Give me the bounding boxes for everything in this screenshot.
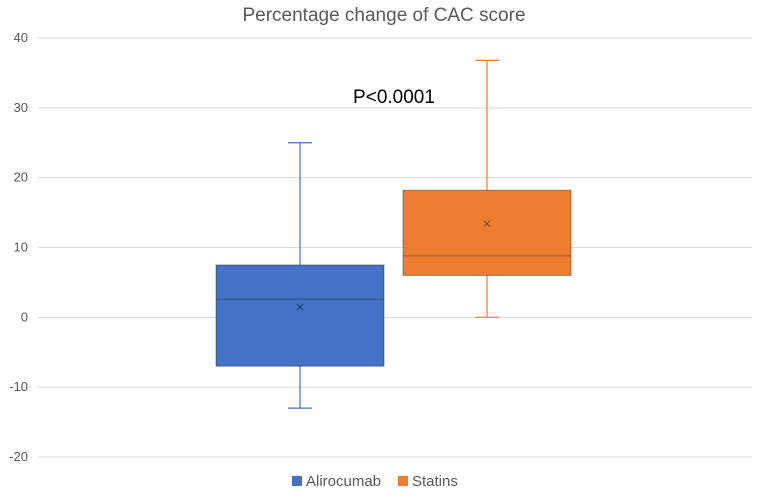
legend-label: Alirocumab — [306, 473, 381, 490]
mean-marker — [483, 220, 491, 228]
y-tick-label: -10 — [9, 379, 28, 394]
y-tick-label: 0 — [21, 309, 28, 324]
iqr-box — [215, 264, 385, 367]
legend-label: Statins — [412, 473, 458, 490]
y-axis: -20 -10 0 10 20 30 40 — [9, 30, 28, 464]
legend-item-alirocumab: Alirocumab — [292, 473, 381, 490]
mean-marker — [483, 220, 491, 228]
y-tick-label: 40 — [14, 30, 28, 45]
gridlines — [38, 37, 752, 458]
chart-title: Percentage change of CAC score — [242, 5, 525, 26]
p-value-annotation: P<0.0001 — [353, 87, 435, 108]
legend: Alirocumab Statins — [292, 473, 458, 490]
y-tick-label: -20 — [9, 449, 28, 464]
box-statins — [402, 59, 572, 318]
iqr-box — [402, 189, 572, 276]
mean-marker — [296, 303, 304, 311]
legend-item-statins: Statins — [398, 473, 458, 490]
legend-swatch — [292, 476, 302, 486]
boxes — [215, 59, 572, 409]
y-tick-label: 30 — [14, 100, 28, 115]
y-tick-label: 20 — [14, 170, 28, 185]
box-alirocumab — [215, 142, 385, 409]
legend-swatch — [398, 476, 408, 486]
mean-marker — [296, 303, 304, 311]
y-tick-label: 10 — [14, 240, 28, 255]
